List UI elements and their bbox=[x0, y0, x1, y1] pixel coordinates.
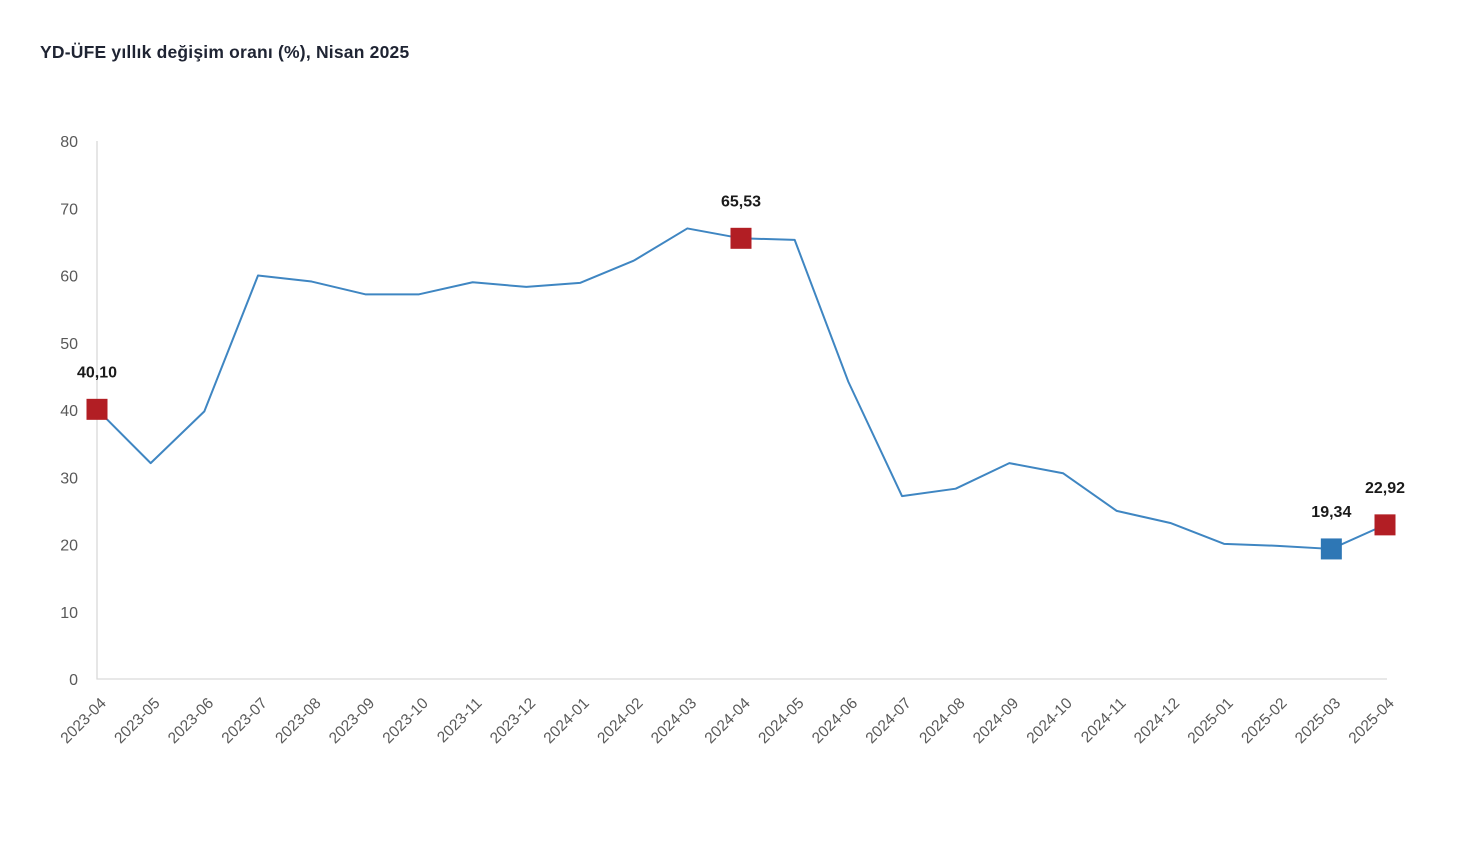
x-tick-label: 2025-03 bbox=[1292, 695, 1344, 747]
x-tick-label: 2024-06 bbox=[809, 695, 861, 747]
x-tick-label: 2025-02 bbox=[1238, 695, 1290, 747]
data-point-label: 19,34 bbox=[1311, 504, 1351, 521]
x-tick-label: 2023-08 bbox=[272, 695, 324, 747]
x-tick-label: 2025-01 bbox=[1185, 695, 1237, 747]
y-tick-label: 60 bbox=[60, 269, 78, 286]
x-tick-label: 2024-11 bbox=[1078, 695, 1129, 746]
x-tick-label: 2023-10 bbox=[380, 695, 433, 748]
x-tick-label: 2023-04 bbox=[58, 695, 111, 748]
y-tick-label: 50 bbox=[60, 336, 78, 353]
x-tick-label: 2024-12 bbox=[1131, 695, 1183, 747]
y-tick-label: 80 bbox=[60, 134, 78, 151]
x-tick-label: 2023-07 bbox=[219, 695, 271, 747]
data-line bbox=[96, 227, 1386, 550]
y-tick-label: 70 bbox=[60, 201, 78, 218]
data-point-label: 40,10 bbox=[77, 364, 117, 381]
x-tick-label: 2024-08 bbox=[916, 695, 968, 747]
x-tick-label: 2024-10 bbox=[1024, 695, 1077, 748]
y-tick-label: 10 bbox=[60, 605, 78, 622]
data-point-label: 22,92 bbox=[1365, 480, 1405, 497]
chart-title: YD-ÜFE yıllık değişim oranı (%), Nisan 2… bbox=[40, 42, 410, 62]
x-tick-label: 2024-09 bbox=[970, 695, 1022, 747]
x-tick-label: 2024-04 bbox=[702, 695, 755, 748]
y-tick-label: 20 bbox=[60, 538, 78, 555]
data-point-marker bbox=[730, 227, 752, 249]
data-point-marker bbox=[1374, 514, 1396, 536]
x-tick-label: 2024-02 bbox=[594, 695, 646, 747]
axis-lines bbox=[96, 141, 1387, 680]
y-tick-label: 30 bbox=[60, 470, 78, 487]
data-point-marker bbox=[86, 398, 108, 420]
x-tick-label: 2024-01 bbox=[541, 695, 593, 747]
y-tick-label: 0 bbox=[69, 672, 78, 689]
x-tick-label: 2023-06 bbox=[165, 695, 217, 747]
x-tick-label: 2025-04 bbox=[1346, 695, 1399, 748]
x-tick-label: 2024-05 bbox=[755, 695, 807, 747]
x-tick-label: 2024-03 bbox=[648, 695, 700, 747]
data-point-marker bbox=[1320, 538, 1342, 560]
x-tick-label: 2023-09 bbox=[326, 695, 378, 747]
x-tick-label: 2023-12 bbox=[487, 695, 539, 747]
x-tick-label: 2023-11 bbox=[434, 695, 485, 746]
y-tick-label: 40 bbox=[60, 403, 78, 420]
x-tick-label: 2023-05 bbox=[111, 695, 163, 747]
x-tick-label: 2024-07 bbox=[863, 695, 915, 747]
data-point-label: 65,53 bbox=[721, 193, 761, 210]
